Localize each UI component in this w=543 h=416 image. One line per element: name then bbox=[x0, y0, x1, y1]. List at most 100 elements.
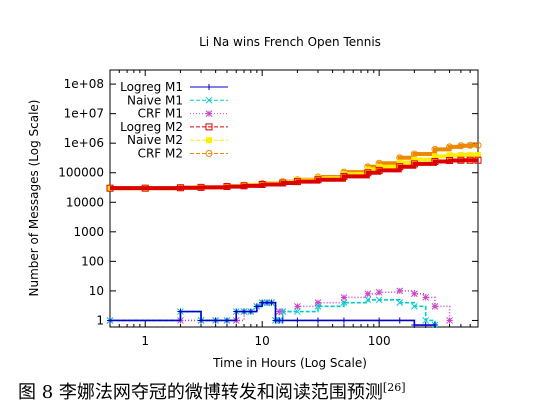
y-tick-label: 100 bbox=[81, 254, 104, 268]
series-logreg-m1 bbox=[107, 299, 438, 329]
data-point bbox=[279, 317, 286, 324]
data-point bbox=[247, 308, 254, 315]
data-point bbox=[223, 317, 230, 324]
legend-label: Naive M1 bbox=[127, 93, 183, 107]
data-point bbox=[422, 322, 429, 329]
data-point bbox=[431, 153, 438, 160]
data-point bbox=[376, 317, 383, 324]
data-point bbox=[205, 96, 213, 104]
data-point bbox=[422, 294, 430, 301]
data-point bbox=[375, 166, 383, 174]
y-tick-label: 1000 bbox=[73, 225, 104, 239]
data-point bbox=[411, 302, 418, 310]
data-point bbox=[294, 308, 301, 315]
legend-label: CRF M2 bbox=[138, 147, 183, 161]
data-point bbox=[340, 317, 347, 324]
data-point bbox=[197, 183, 205, 191]
data-point bbox=[466, 141, 474, 149]
data-point bbox=[314, 176, 322, 184]
legend-label: Logreg M1 bbox=[120, 80, 183, 94]
data-point bbox=[411, 156, 418, 163]
messages-chart: Li Na wins French Open Tennis 1 10 100 1 10… bbox=[27, 35, 482, 370]
data-point bbox=[396, 317, 403, 324]
data-point bbox=[340, 294, 348, 301]
legend-label: Naive M2 bbox=[127, 133, 183, 147]
data-point bbox=[205, 123, 213, 131]
data-point bbox=[475, 151, 481, 158]
data-point bbox=[446, 317, 453, 324]
data-point bbox=[446, 156, 454, 164]
data-point bbox=[340, 299, 348, 307]
data-point bbox=[375, 288, 383, 296]
plot-frame bbox=[109, 69, 479, 328]
data-point bbox=[258, 180, 266, 188]
data-point bbox=[106, 184, 114, 192]
data-point bbox=[411, 322, 418, 329]
data-point bbox=[314, 317, 321, 324]
data-point bbox=[293, 178, 301, 186]
data-point bbox=[340, 172, 348, 180]
series-crf-m1 bbox=[106, 287, 453, 324]
data-point bbox=[396, 163, 404, 171]
data-point bbox=[205, 150, 213, 157]
series-line bbox=[110, 301, 435, 326]
data-point bbox=[474, 141, 482, 149]
data-point bbox=[294, 302, 301, 310]
y-tick-label: 1e+06 bbox=[64, 136, 104, 150]
x-tick-label: 10 bbox=[255, 334, 270, 348]
y-tick-label: 1e+08 bbox=[64, 77, 104, 91]
data-point bbox=[241, 308, 248, 315]
caption-text: 图 8 李娜法网夺冠的微博转发和阅读范围预测 bbox=[18, 382, 383, 403]
data-point bbox=[294, 317, 301, 324]
y-tick-label: 10000 bbox=[66, 195, 104, 209]
legend-label: Logreg M2 bbox=[120, 120, 183, 134]
data-point bbox=[396, 159, 403, 166]
plot-area bbox=[109, 69, 479, 328]
data-point bbox=[466, 156, 474, 164]
series-line bbox=[110, 158, 478, 191]
chart-title: Li Na wins French Open Tennis bbox=[199, 35, 381, 49]
data-point bbox=[279, 179, 287, 187]
y-axis: 1 10 100 1000 10000 100000 1e+06 1e+07 1e+08 bbox=[58, 77, 478, 327]
series-layer bbox=[106, 141, 482, 329]
figure-caption: 图 8 李娜法网夺冠的微博转发和阅读范围预测[26] bbox=[18, 378, 538, 408]
data-point bbox=[446, 143, 454, 151]
data-point bbox=[431, 322, 438, 329]
data-point bbox=[431, 145, 439, 153]
data-point bbox=[253, 303, 260, 310]
data-point bbox=[268, 299, 275, 306]
data-point bbox=[275, 308, 283, 315]
data-point bbox=[314, 299, 322, 307]
data-point bbox=[457, 156, 465, 164]
x-axis: 1 10 100 bbox=[109, 70, 479, 348]
data-point bbox=[364, 296, 372, 304]
data-point bbox=[375, 296, 383, 304]
series-naive-m1 bbox=[106, 296, 439, 329]
data-point bbox=[176, 184, 184, 192]
data-point bbox=[446, 152, 453, 159]
data-point bbox=[410, 160, 418, 168]
data-point bbox=[474, 156, 482, 164]
data-point bbox=[431, 302, 439, 310]
data-point bbox=[279, 308, 287, 315]
data-point bbox=[198, 317, 205, 324]
y-tick-label: 100000 bbox=[58, 166, 104, 180]
x-axis-label: Time in Hours (Log Scale) bbox=[212, 356, 367, 370]
y-tick-label: 1e+07 bbox=[64, 107, 104, 121]
x-tick-label: 1 bbox=[141, 334, 149, 348]
data-point bbox=[340, 171, 347, 178]
caption-reference: [26] bbox=[382, 381, 406, 394]
data-point bbox=[411, 290, 418, 298]
data-point bbox=[177, 308, 184, 315]
y-axis-label: Number of Messages (Log Scale) bbox=[27, 100, 41, 297]
data-point bbox=[396, 299, 404, 307]
data-point bbox=[431, 157, 439, 165]
data-point bbox=[457, 142, 465, 150]
data-point bbox=[233, 308, 240, 315]
data-point bbox=[206, 137, 212, 144]
data-point bbox=[314, 302, 322, 310]
data-point bbox=[422, 317, 430, 324]
data-point bbox=[223, 183, 231, 191]
data-point bbox=[376, 163, 383, 170]
